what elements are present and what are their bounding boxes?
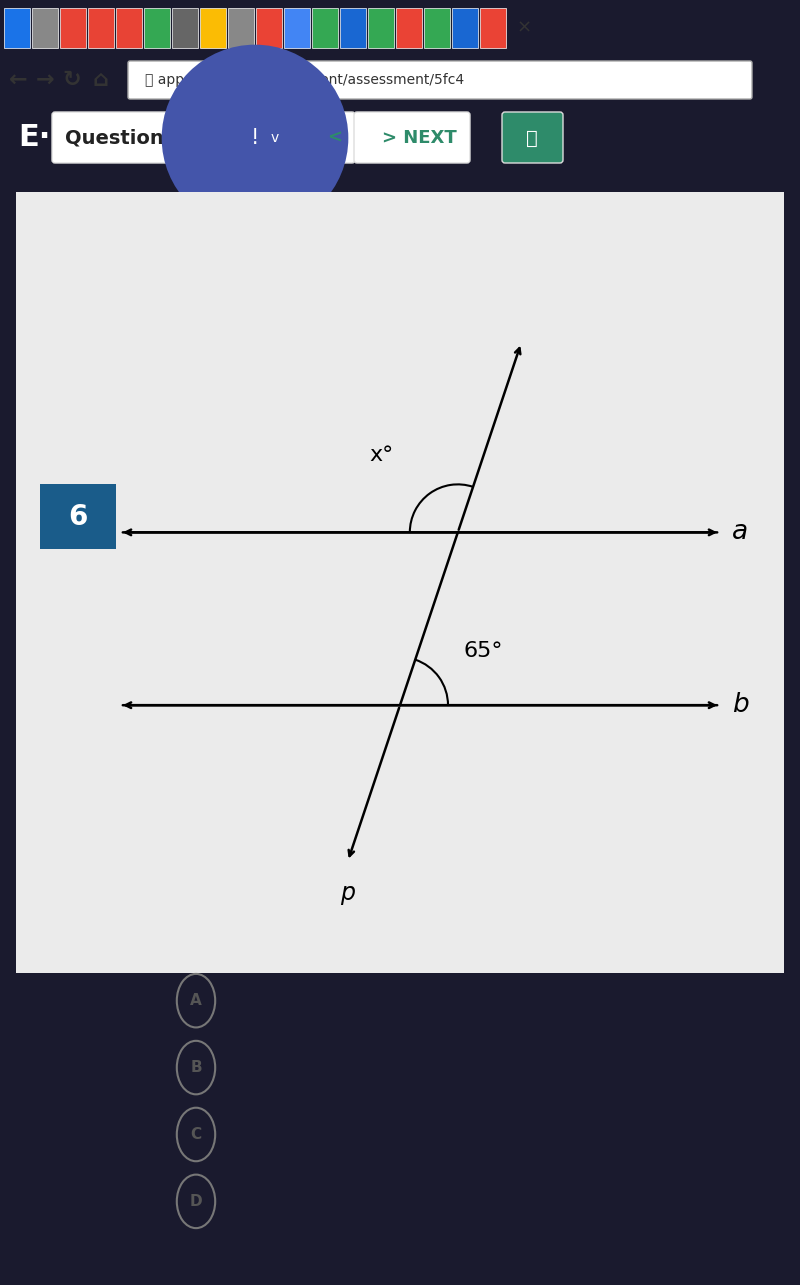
FancyBboxPatch shape	[128, 60, 752, 99]
FancyBboxPatch shape	[4, 8, 30, 48]
Text: Question 6/19: Question 6/19	[66, 128, 218, 148]
FancyBboxPatch shape	[16, 193, 784, 973]
Text: ↻: ↻	[62, 69, 82, 90]
FancyBboxPatch shape	[368, 8, 394, 48]
Text: °: °	[306, 1113, 314, 1127]
FancyBboxPatch shape	[88, 8, 114, 48]
FancyBboxPatch shape	[116, 8, 142, 48]
Text: ←: ←	[9, 69, 27, 90]
Text: p: p	[340, 882, 355, 906]
Text: °: °	[297, 1046, 305, 1060]
Text: 65°: 65°	[464, 641, 503, 660]
FancyBboxPatch shape	[299, 112, 355, 163]
FancyBboxPatch shape	[200, 8, 226, 48]
Text: E·: E·	[18, 123, 50, 153]
FancyBboxPatch shape	[396, 8, 422, 48]
Text: ⌂: ⌂	[92, 69, 108, 90]
FancyBboxPatch shape	[284, 8, 310, 48]
FancyBboxPatch shape	[452, 8, 478, 48]
FancyBboxPatch shape	[144, 8, 170, 48]
Text: ×: ×	[517, 19, 531, 37]
FancyBboxPatch shape	[312, 8, 338, 48]
FancyBboxPatch shape	[32, 8, 58, 48]
Text: 6: 6	[68, 502, 88, 531]
Text: A: A	[190, 993, 202, 1009]
Text: 75: 75	[252, 1055, 284, 1079]
Text: x°: x°	[370, 446, 394, 465]
FancyBboxPatch shape	[172, 8, 198, 48]
Text: !: !	[251, 128, 259, 148]
Text: →: →	[36, 69, 54, 90]
Text: b: b	[732, 693, 749, 718]
Text: <: <	[327, 128, 342, 146]
Text: °: °	[297, 979, 305, 993]
FancyBboxPatch shape	[354, 112, 470, 163]
Text: 🔒 app.edulastic.com/student/assessment/5fc4: 🔒 app.edulastic.com/student/assessment/5…	[145, 73, 464, 87]
Text: C: C	[190, 1127, 202, 1142]
Text: > NEXT: > NEXT	[382, 128, 457, 146]
Text: 105: 105	[252, 1123, 299, 1146]
FancyBboxPatch shape	[40, 484, 116, 549]
Text: a: a	[732, 519, 748, 545]
Text: 65: 65	[252, 988, 284, 1013]
FancyBboxPatch shape	[52, 112, 233, 163]
FancyBboxPatch shape	[502, 112, 563, 163]
FancyBboxPatch shape	[340, 8, 366, 48]
Text: °: °	[306, 1180, 314, 1194]
Text: D: D	[190, 1194, 202, 1209]
Text: B: B	[190, 1060, 202, 1076]
FancyBboxPatch shape	[480, 8, 506, 48]
FancyBboxPatch shape	[228, 8, 254, 48]
Text: 115: 115	[252, 1190, 299, 1213]
FancyBboxPatch shape	[256, 8, 282, 48]
FancyBboxPatch shape	[60, 8, 86, 48]
Text: v: v	[271, 131, 279, 145]
Text: 🔖: 🔖	[526, 128, 538, 148]
FancyBboxPatch shape	[424, 8, 450, 48]
